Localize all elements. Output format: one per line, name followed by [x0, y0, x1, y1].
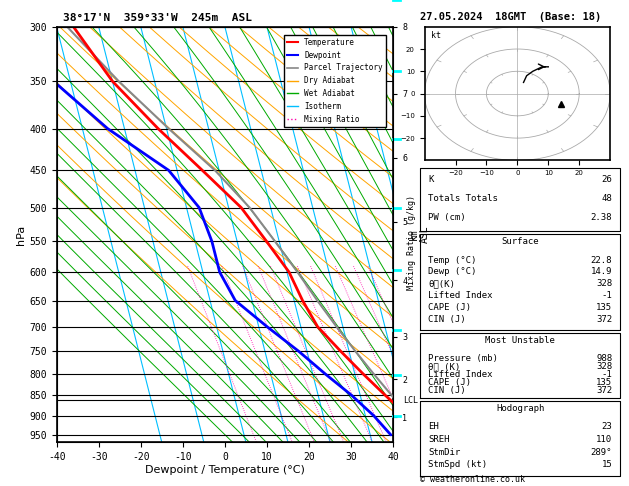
- Text: LCL: LCL: [403, 396, 418, 405]
- Text: 135: 135: [596, 379, 612, 387]
- Text: 38°17'N  359°33'W  245m  ASL: 38°17'N 359°33'W 245m ASL: [64, 13, 252, 23]
- Text: Hodograph: Hodograph: [496, 404, 544, 413]
- Text: θᴇ (K): θᴇ (K): [428, 363, 460, 371]
- Text: StmDir: StmDir: [428, 448, 460, 457]
- Text: 20: 20: [393, 368, 401, 373]
- Text: 26: 26: [601, 175, 612, 184]
- Text: -1: -1: [601, 291, 612, 300]
- Text: Pressure (mb): Pressure (mb): [428, 354, 498, 364]
- X-axis label: Dewpoint / Temperature (°C): Dewpoint / Temperature (°C): [145, 465, 305, 475]
- Text: 15: 15: [601, 460, 612, 469]
- Text: 48: 48: [601, 194, 612, 204]
- Text: 27.05.2024  18GMT  (Base: 18): 27.05.2024 18GMT (Base: 18): [420, 12, 601, 22]
- Text: 2.38: 2.38: [591, 213, 612, 223]
- Text: Lifted Index: Lifted Index: [428, 370, 493, 380]
- Legend: Temperature, Dewpoint, Parcel Trajectory, Dry Adiabat, Wet Adiabat, Isotherm, Mi: Temperature, Dewpoint, Parcel Trajectory…: [284, 35, 386, 127]
- Text: 110: 110: [596, 435, 612, 444]
- Text: Totals Totals: Totals Totals: [428, 194, 498, 204]
- Text: 8: 8: [370, 447, 374, 451]
- Text: 23: 23: [601, 422, 612, 431]
- Text: © weatheronline.co.uk: © weatheronline.co.uk: [420, 474, 525, 484]
- Text: kt: kt: [431, 31, 441, 40]
- Text: K: K: [428, 175, 433, 184]
- Text: 4: 4: [329, 447, 333, 451]
- Text: Most Unstable: Most Unstable: [485, 336, 555, 345]
- Text: StmSpd (kt): StmSpd (kt): [428, 460, 487, 469]
- Text: Mixing Ratio (g/kg): Mixing Ratio (g/kg): [408, 195, 416, 291]
- Text: 988: 988: [596, 354, 612, 364]
- Text: Lifted Index: Lifted Index: [428, 291, 493, 300]
- Text: 3: 3: [313, 447, 316, 451]
- Text: 14.9: 14.9: [591, 267, 612, 277]
- Text: 25: 25: [393, 335, 401, 340]
- Text: 22.8: 22.8: [591, 256, 612, 264]
- Text: CIN (J): CIN (J): [428, 315, 466, 324]
- Text: CAPE (J): CAPE (J): [428, 303, 471, 312]
- Text: Surface: Surface: [501, 237, 539, 246]
- Text: SREH: SREH: [428, 435, 450, 444]
- Text: 15: 15: [393, 411, 401, 416]
- Text: CIN (J): CIN (J): [428, 386, 466, 396]
- Text: 135: 135: [596, 303, 612, 312]
- Text: PW (cm): PW (cm): [428, 213, 466, 223]
- Text: CAPE (J): CAPE (J): [428, 379, 471, 387]
- Text: Dewp (°C): Dewp (°C): [428, 267, 477, 277]
- Y-axis label: km
ASL: km ASL: [409, 226, 430, 243]
- Text: θᴇ(K): θᴇ(K): [428, 279, 455, 288]
- Text: 5: 5: [342, 447, 346, 451]
- Text: 328: 328: [596, 363, 612, 371]
- Text: EH: EH: [428, 422, 439, 431]
- Text: 289°: 289°: [591, 448, 612, 457]
- Text: 1: 1: [255, 447, 259, 451]
- Text: 372: 372: [596, 315, 612, 324]
- Text: 372: 372: [596, 386, 612, 396]
- Text: 10: 10: [382, 447, 390, 451]
- Text: 2: 2: [291, 447, 294, 451]
- Text: Temp (°C): Temp (°C): [428, 256, 477, 264]
- Y-axis label: hPa: hPa: [16, 225, 26, 244]
- Text: -1: -1: [601, 370, 612, 380]
- Text: 328: 328: [596, 279, 612, 288]
